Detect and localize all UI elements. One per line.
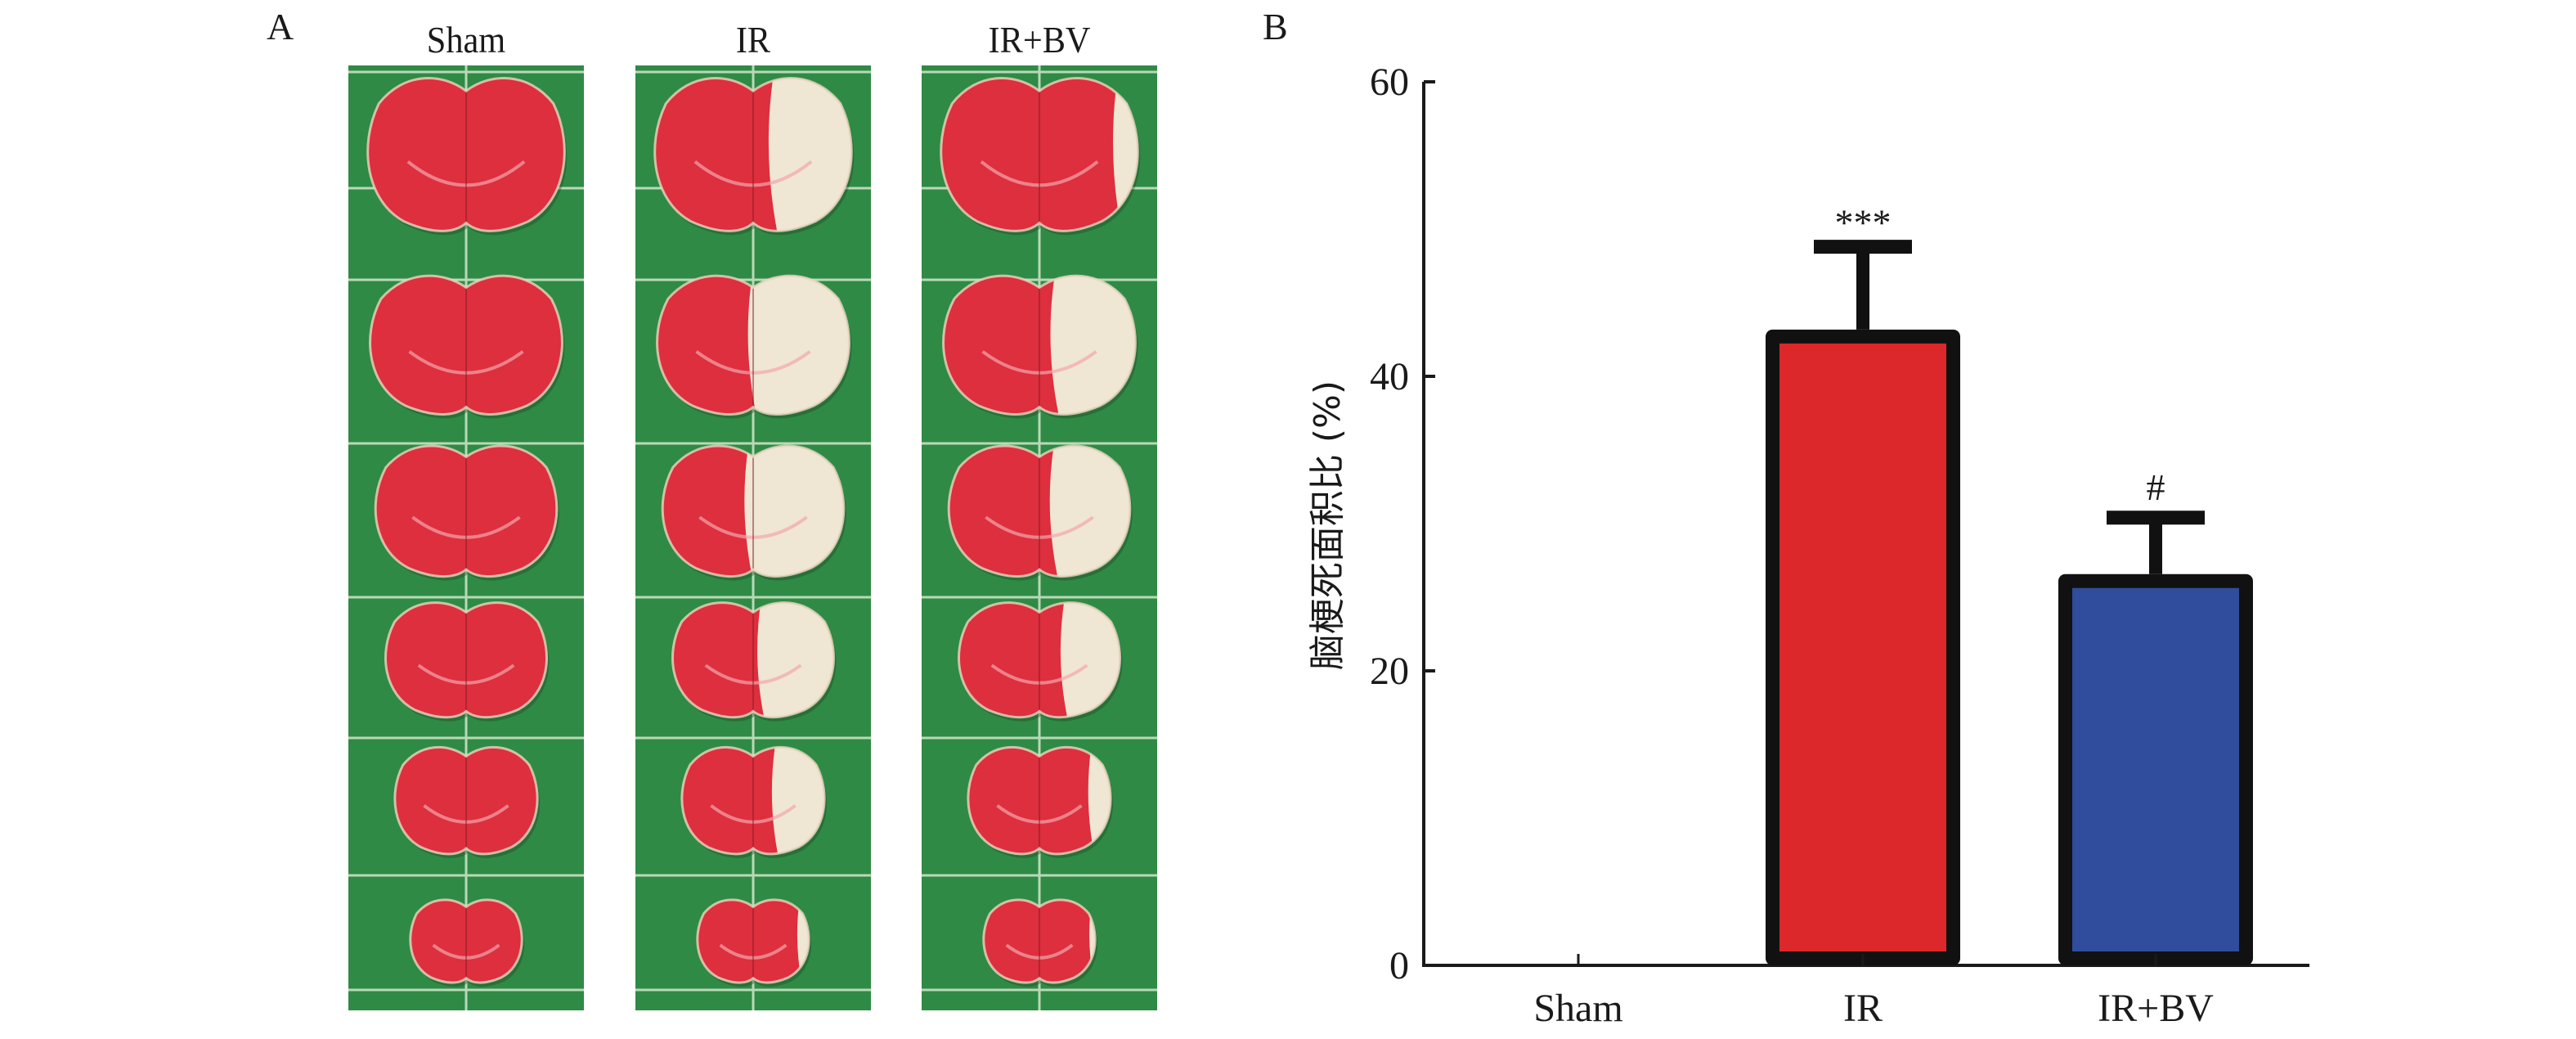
- brain-strip-ir-bv: [922, 65, 1157, 1010]
- brain-slice: [394, 747, 538, 854]
- y-axis-label: 脑梗死面积比 (%): [1307, 380, 1349, 670]
- slice-edge: [696, 898, 810, 984]
- brain-slice: [697, 899, 810, 983]
- brain-slice: [967, 747, 1111, 854]
- panel-a-label: A: [267, 6, 294, 47]
- brain-strip-sham: [348, 65, 584, 1010]
- brain-slice: [654, 78, 852, 232]
- brain-slices-image-ir-bv: [922, 65, 1157, 1010]
- strip-header-ir-bv: IR+BV: [988, 19, 1091, 61]
- slice-edge: [671, 601, 835, 719]
- slice-edge: [374, 444, 559, 578]
- brain-slices-image-sham: [348, 65, 584, 1010]
- slice-edge: [366, 77, 566, 232]
- slice-edge: [680, 746, 826, 856]
- brain-slice: [662, 445, 844, 577]
- brain-slice: [958, 602, 1120, 717]
- brain-slice: [375, 445, 557, 577]
- infarct-region: [1050, 276, 1136, 415]
- y-tick-label: 20: [1370, 650, 1409, 693]
- infarct-region: [747, 276, 850, 415]
- slice-edge: [409, 898, 523, 984]
- infarct-region: [1088, 747, 1111, 854]
- y-tick-label: 0: [1389, 944, 1409, 987]
- slice-edge: [653, 77, 853, 232]
- brain-slice: [940, 78, 1138, 232]
- strip-header-sham: Sham: [426, 19, 506, 61]
- strip-header-ir: IR: [735, 19, 771, 61]
- slice-edge: [940, 77, 1139, 232]
- slice-edge: [393, 746, 539, 856]
- slice-edge: [967, 746, 1112, 856]
- brain-slices-image-ir: [635, 65, 871, 1010]
- brain-slice: [410, 899, 523, 983]
- significance-marker: #: [2147, 466, 2165, 508]
- slice-edge: [947, 444, 1132, 578]
- infarct-region: [1049, 445, 1130, 577]
- infarct-region: [757, 602, 834, 717]
- brain-slice: [949, 445, 1130, 577]
- slice-edge: [958, 601, 1121, 719]
- brain-slice: [672, 602, 834, 717]
- panel-b-label: B: [1263, 6, 1288, 47]
- slice-edge: [942, 274, 1137, 416]
- y-tick-label: 40: [1370, 355, 1409, 398]
- brain-slice: [367, 78, 565, 232]
- brain-slice: [385, 602, 547, 717]
- y-tick-label: 60: [1370, 61, 1409, 104]
- brain-slice: [943, 276, 1136, 415]
- brain-slice: [657, 276, 850, 415]
- slice-edge: [982, 898, 1097, 984]
- slice-edge: [656, 274, 850, 416]
- infarct-region: [744, 445, 844, 577]
- x-tick-label: IR: [1843, 987, 1883, 1030]
- brain-strip-ir: [635, 65, 871, 1010]
- x-tick-label: Sham: [1533, 987, 1622, 1030]
- infarct-region: [1113, 78, 1138, 232]
- bar-ir: [1766, 329, 1960, 965]
- infarct-region: [768, 78, 852, 232]
- bar-ir-bv: [2058, 573, 2253, 965]
- slice-edge: [384, 601, 548, 719]
- slice-edge: [661, 444, 846, 578]
- slice-edge: [369, 274, 563, 416]
- brain-slice: [370, 276, 563, 415]
- x-tick-label: IR+BV: [2098, 987, 2214, 1030]
- significance-marker: ***: [1835, 202, 1892, 244]
